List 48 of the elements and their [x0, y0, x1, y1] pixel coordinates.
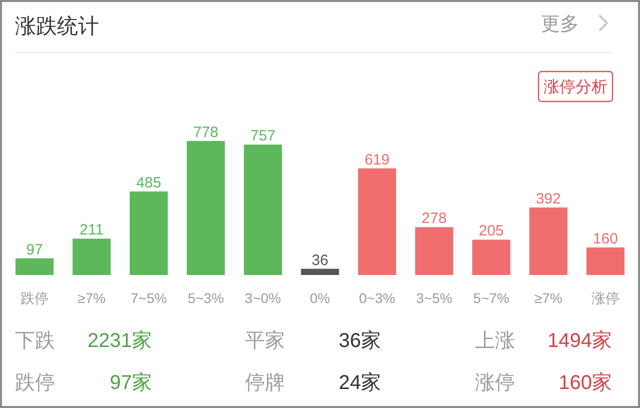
- data-label: 392: [536, 190, 561, 208]
- text: 24家: [338, 372, 381, 394]
- text: 下跌: [15, 330, 55, 352]
- data-label: 278: [422, 210, 447, 228]
- x-tick-label: 5~3%: [188, 290, 224, 306]
- x-tick-label: ≥7%: [534, 290, 562, 306]
- title: 涨跌统计: [15, 15, 99, 38]
- text: 上涨: [475, 330, 515, 352]
- bar: [586, 247, 624, 275]
- data-label: 619: [364, 151, 390, 168]
- bar: [529, 207, 568, 275]
- x-tick-label: 3~0%: [244, 290, 282, 306]
- bar: [472, 240, 510, 275]
- text: 36家: [338, 330, 381, 352]
- more-link: 更多: [541, 14, 579, 35]
- text: 1494家: [548, 330, 612, 352]
- x-tick-label: 7~5%: [130, 290, 167, 306]
- bar: [244, 144, 282, 275]
- button: 涨停分析: [538, 70, 614, 102]
- bar: [16, 258, 54, 275]
- bar: [186, 141, 225, 275]
- x-tick-label: 0~3%: [358, 290, 396, 306]
- data-label: 778: [193, 124, 218, 141]
- data-label: 205: [478, 222, 504, 240]
- x-tick-label: 0%: [310, 290, 330, 306]
- data-label: 757: [250, 128, 276, 145]
- bar: [415, 227, 454, 275]
- data-label: 211: [80, 222, 104, 239]
- x-tick-label: 跌停: [20, 290, 49, 306]
- text: 2231家: [88, 330, 152, 352]
- data-label: 160: [592, 230, 618, 248]
- text: 跌停: [15, 372, 55, 394]
- bar: [72, 238, 111, 275]
- bar: [130, 191, 168, 275]
- data-label: 97: [26, 241, 43, 258]
- x-tick-label: 5~7%: [473, 290, 510, 306]
- x-tick-label: 3~5%: [416, 290, 452, 306]
- data-label: 36: [312, 252, 328, 269]
- text: 平家: [245, 330, 285, 352]
- data-label: 485: [136, 174, 162, 192]
- text: 停牌: [245, 372, 285, 394]
- text: 97家: [110, 372, 152, 394]
- bar: [300, 268, 340, 275]
- x-tick-label: ≥7%: [78, 290, 106, 306]
- text: 涨停: [475, 372, 515, 394]
- bar: [358, 168, 396, 275]
- text: 160家: [558, 372, 612, 394]
- x-tick-label: 涨停: [591, 290, 620, 306]
